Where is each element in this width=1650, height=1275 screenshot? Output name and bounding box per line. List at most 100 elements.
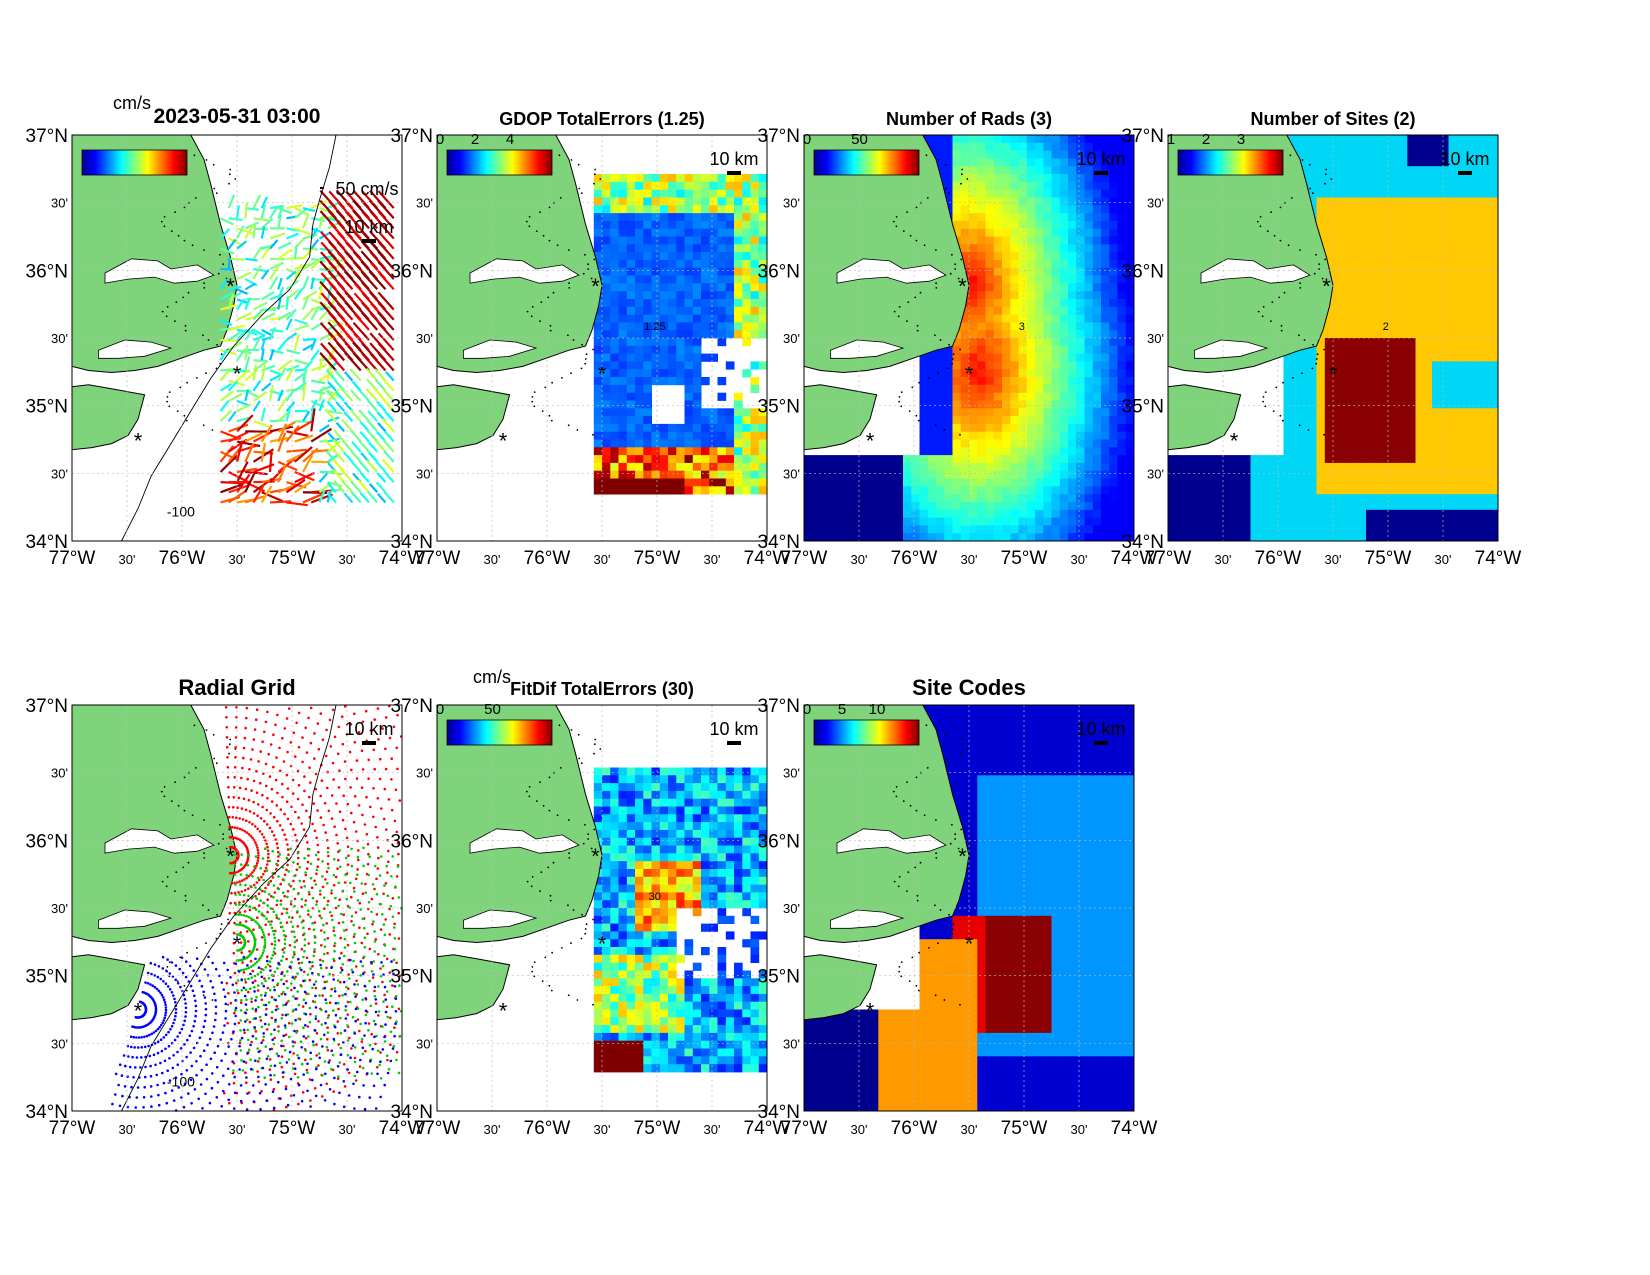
coast-dot (1283, 291, 1286, 294)
field-cell (969, 306, 978, 315)
field-cell (1465, 275, 1474, 284)
field-cell (820, 486, 830, 495)
site-marker: * (591, 274, 600, 299)
field-cell (985, 439, 995, 448)
field-cell (1456, 150, 1466, 159)
field-cell (1109, 150, 1118, 159)
field-cell (919, 478, 929, 487)
field-cell (593, 392, 603, 401)
field-cell (1341, 416, 1350, 425)
field-cell (1002, 291, 1011, 300)
field-cell (635, 236, 644, 245)
field-cell (1117, 150, 1127, 159)
field-cell (1390, 314, 1400, 323)
field-cell (1308, 361, 1317, 370)
radial-grid-point (269, 879, 273, 883)
field-cell (717, 244, 727, 253)
coast-dot (196, 947, 198, 949)
field-cell (626, 197, 636, 206)
field-cell (1283, 470, 1293, 479)
radial-grid-point (257, 892, 261, 895)
field-cell (1291, 135, 1301, 144)
field-cell (853, 470, 863, 479)
field-cell (1043, 142, 1052, 151)
field-cell (1333, 181, 1342, 190)
field-cell (692, 181, 702, 190)
coast-dot (175, 301, 178, 303)
field-cell (861, 478, 871, 487)
field-cell (944, 416, 953, 425)
field-cell (1092, 509, 1102, 518)
field-cell (643, 408, 652, 417)
field-cell (1440, 330, 1449, 339)
field-cell (750, 181, 760, 190)
field-cell (1349, 353, 1359, 362)
field-cell (1333, 314, 1342, 323)
field-cell (853, 455, 863, 464)
field-cell (593, 228, 603, 237)
panel-velocity: cm/s50 cm/s-100***37°N30'36°N30'35°N30'3… (26, 93, 426, 569)
field-cell (1267, 455, 1276, 464)
field-cell (1043, 369, 1052, 378)
field-cell (1456, 174, 1466, 183)
field-cell (944, 361, 953, 370)
field-cell (1349, 338, 1359, 347)
field-cell (1324, 252, 1334, 261)
coast-dot (916, 329, 919, 332)
field-cell (1349, 369, 1359, 378)
field-cell (668, 259, 677, 269)
field-cell (944, 517, 953, 526)
field-cell (1109, 205, 1118, 214)
radial-grid-point (264, 866, 268, 870)
field-cell (1407, 447, 1416, 456)
field-cell (1415, 252, 1425, 261)
field-cell (820, 517, 830, 526)
field-cell (1465, 494, 1474, 503)
field-cell (1125, 455, 1135, 464)
field-cell (969, 353, 978, 362)
field-cell (1201, 494, 1210, 503)
field-cell (1117, 400, 1127, 409)
field-cell (668, 330, 677, 339)
field-cell (1349, 189, 1359, 198)
velocity-vector (220, 349, 237, 356)
field-cell (1010, 361, 1019, 370)
field-cell (750, 275, 760, 284)
field-cell (1448, 252, 1458, 261)
field-cell (1026, 267, 1036, 276)
field-cell (1399, 197, 1408, 206)
field-cell (1250, 509, 1260, 518)
field-cell (1308, 197, 1317, 206)
field-cell (651, 361, 661, 370)
field-cell (717, 377, 727, 386)
field-cell (1333, 369, 1342, 378)
field-cell (1059, 259, 1069, 269)
field-cell (1068, 259, 1077, 269)
field-cell (969, 431, 978, 440)
field-cell (1481, 400, 1491, 409)
field-cell (1366, 306, 1375, 315)
field-cell (944, 462, 953, 472)
field-cell (1010, 205, 1019, 214)
radial-grid-point (238, 880, 241, 883)
field-cell (1316, 174, 1326, 183)
field-cell (1283, 494, 1293, 503)
field-cell (684, 259, 694, 269)
field-cell (1059, 299, 1069, 308)
field-cell (1324, 220, 1334, 230)
coast-dot (1298, 424, 1301, 427)
field-cell (1125, 416, 1135, 425)
field-cell (1481, 174, 1491, 183)
field-cell (1423, 345, 1433, 354)
velocity-vector (377, 332, 395, 351)
field-cell (985, 369, 995, 378)
field-cell (1300, 431, 1309, 440)
field-cell (1407, 509, 1416, 518)
field-cell (668, 252, 677, 261)
field-cell (750, 283, 760, 292)
field-cell (1456, 345, 1466, 354)
field-cell (1432, 142, 1441, 151)
field-cell (886, 494, 896, 503)
field-cell (969, 478, 978, 487)
field-cell (1002, 455, 1011, 464)
